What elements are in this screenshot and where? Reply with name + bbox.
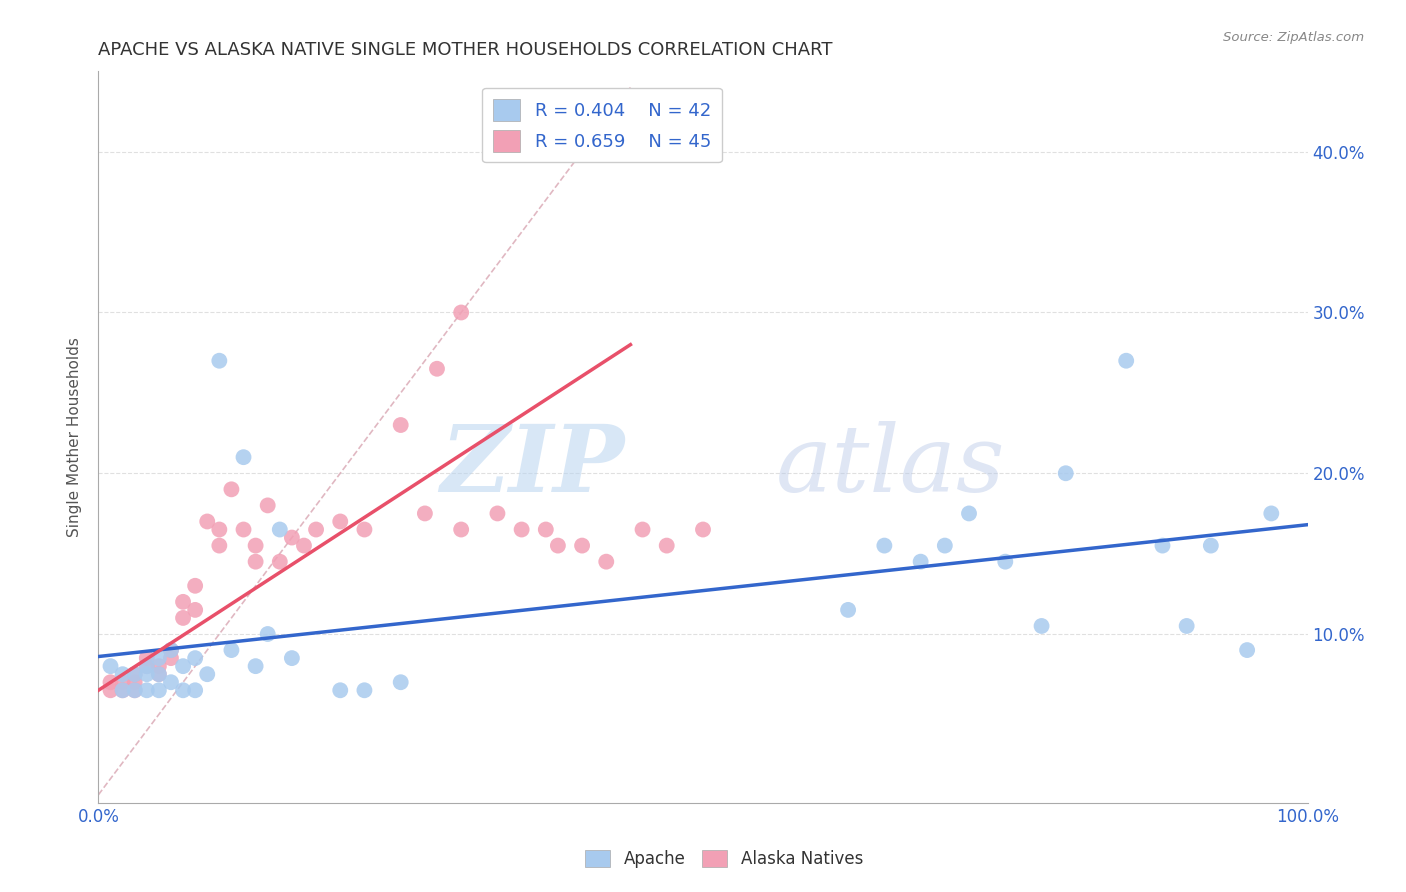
Point: [353, 683, 375, 698]
Point: [873, 539, 896, 553]
Point: [124, 675, 146, 690]
Y-axis label: Single Mother Households: Single Mother Households: [67, 337, 83, 537]
Point: [1152, 539, 1174, 553]
Point: [655, 539, 678, 553]
Point: [111, 683, 134, 698]
Point: [221, 643, 243, 657]
Point: [135, 651, 157, 665]
Point: [172, 611, 194, 625]
Point: [510, 523, 533, 537]
Point: [124, 683, 146, 698]
Point: [148, 667, 170, 681]
Point: [100, 659, 122, 673]
Text: APACHE VS ALASKA NATIVE SINGLE MOTHER HOUSEHOLDS CORRELATION CHART: APACHE VS ALASKA NATIVE SINGLE MOTHER HO…: [98, 41, 832, 59]
Point: [1175, 619, 1198, 633]
Point: [353, 523, 375, 537]
Point: [148, 667, 170, 681]
Legend: R = 0.404    N = 42, R = 0.659    N = 45: R = 0.404 N = 42, R = 0.659 N = 45: [482, 87, 721, 162]
Point: [413, 507, 436, 521]
Point: [292, 539, 315, 553]
Point: [256, 499, 278, 513]
Point: [1031, 619, 1053, 633]
Point: [389, 417, 412, 432]
Point: [172, 659, 194, 673]
Point: [692, 523, 714, 537]
Point: [305, 523, 328, 537]
Point: [631, 523, 654, 537]
Point: [172, 595, 194, 609]
Point: [184, 651, 207, 665]
Point: [1199, 539, 1222, 553]
Point: [232, 450, 254, 465]
Point: [450, 305, 472, 319]
Point: [100, 675, 122, 690]
Point: [160, 643, 183, 657]
Point: [148, 651, 170, 665]
Point: [124, 667, 146, 681]
Point: [269, 555, 291, 569]
Point: [124, 667, 146, 681]
Point: [195, 515, 218, 529]
Point: [135, 683, 157, 698]
Point: [245, 555, 267, 569]
Point: [571, 539, 593, 553]
Point: [160, 675, 183, 690]
Text: Source: ZipAtlas.com: Source: ZipAtlas.com: [1223, 31, 1364, 45]
Point: [281, 531, 304, 545]
Point: [994, 555, 1017, 569]
Point: [281, 651, 304, 665]
Point: [269, 523, 291, 537]
Point: [111, 683, 134, 698]
Point: [534, 523, 557, 537]
Point: [208, 523, 231, 537]
Point: [837, 603, 859, 617]
Point: [208, 539, 231, 553]
Point: [595, 555, 617, 569]
Point: [957, 507, 980, 521]
Point: [910, 555, 932, 569]
Point: [148, 659, 170, 673]
Point: [135, 659, 157, 673]
Point: [135, 659, 157, 673]
Point: [389, 675, 412, 690]
Point: [172, 683, 194, 698]
Legend: Apache, Alaska Natives: Apache, Alaska Natives: [579, 843, 869, 875]
Point: [329, 515, 352, 529]
Point: [195, 667, 218, 681]
Point: [135, 667, 157, 681]
Point: [1054, 467, 1077, 481]
Point: [184, 603, 207, 617]
Point: [100, 683, 122, 698]
Point: [184, 579, 207, 593]
Point: [232, 523, 254, 537]
Point: [184, 683, 207, 698]
Point: [256, 627, 278, 641]
Point: [426, 361, 449, 376]
Point: [245, 539, 267, 553]
Point: [124, 683, 146, 698]
Point: [486, 507, 509, 521]
Text: ZIP: ZIP: [440, 421, 624, 511]
Point: [1115, 353, 1137, 368]
Point: [221, 483, 243, 497]
Point: [450, 523, 472, 537]
Point: [934, 539, 956, 553]
Point: [111, 667, 134, 681]
Text: atlas: atlas: [776, 421, 1005, 511]
Point: [547, 539, 569, 553]
Point: [329, 683, 352, 698]
Point: [245, 659, 267, 673]
Point: [1236, 643, 1258, 657]
Point: [160, 651, 183, 665]
Point: [208, 353, 231, 368]
Point: [160, 643, 183, 657]
Point: [111, 675, 134, 690]
Point: [1260, 507, 1282, 521]
Point: [148, 683, 170, 698]
